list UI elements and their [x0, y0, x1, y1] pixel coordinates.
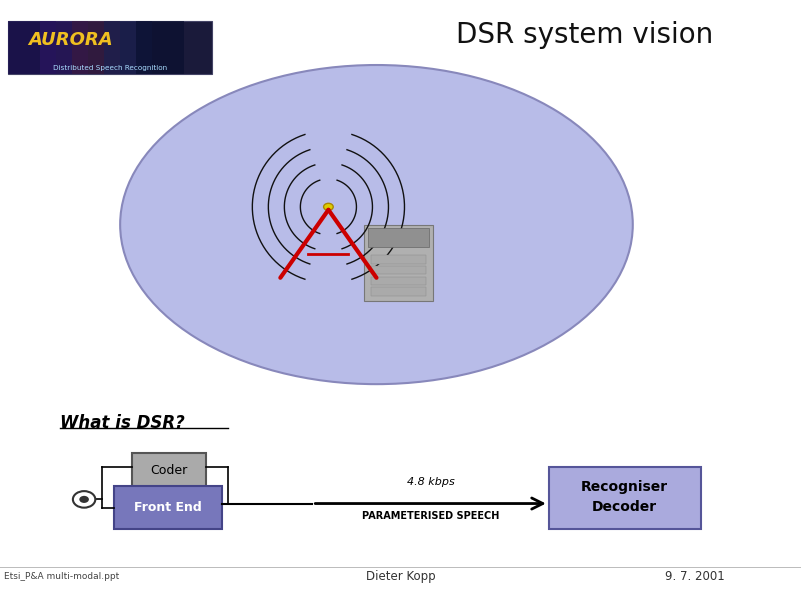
FancyBboxPatch shape [368, 228, 429, 247]
FancyBboxPatch shape [72, 21, 120, 74]
Text: Decoder: Decoder [592, 500, 658, 514]
Text: Recogniser: Recogniser [582, 480, 668, 494]
Text: PARAMETERISED SPEECH: PARAMETERISED SPEECH [362, 511, 499, 521]
Text: 9. 7. 2001: 9. 7. 2001 [665, 570, 725, 583]
FancyBboxPatch shape [371, 266, 426, 274]
FancyBboxPatch shape [40, 21, 88, 74]
Text: AURORA: AURORA [28, 31, 113, 49]
FancyBboxPatch shape [371, 277, 426, 285]
Text: DSR system vision: DSR system vision [456, 21, 714, 48]
FancyBboxPatch shape [104, 21, 152, 74]
Text: 4.8 kbps: 4.8 kbps [407, 477, 454, 487]
Text: Front End: Front End [134, 501, 202, 514]
FancyBboxPatch shape [8, 21, 56, 74]
FancyBboxPatch shape [364, 225, 433, 301]
Circle shape [79, 496, 89, 503]
FancyBboxPatch shape [371, 287, 426, 296]
FancyBboxPatch shape [549, 467, 701, 529]
Text: Distributed Speech Recognition: Distributed Speech Recognition [53, 65, 167, 71]
FancyBboxPatch shape [136, 21, 184, 74]
Circle shape [73, 491, 95, 508]
FancyBboxPatch shape [8, 21, 212, 74]
FancyBboxPatch shape [132, 453, 206, 488]
FancyBboxPatch shape [114, 486, 222, 529]
Ellipse shape [120, 65, 633, 384]
FancyBboxPatch shape [371, 255, 426, 264]
Text: Etsi_P&A multi-modal.ppt: Etsi_P&A multi-modal.ppt [4, 571, 119, 581]
Circle shape [324, 203, 333, 210]
Text: Dieter Kopp: Dieter Kopp [366, 570, 435, 583]
Text: What is DSR?: What is DSR? [60, 414, 185, 431]
Text: Coder: Coder [151, 464, 187, 477]
